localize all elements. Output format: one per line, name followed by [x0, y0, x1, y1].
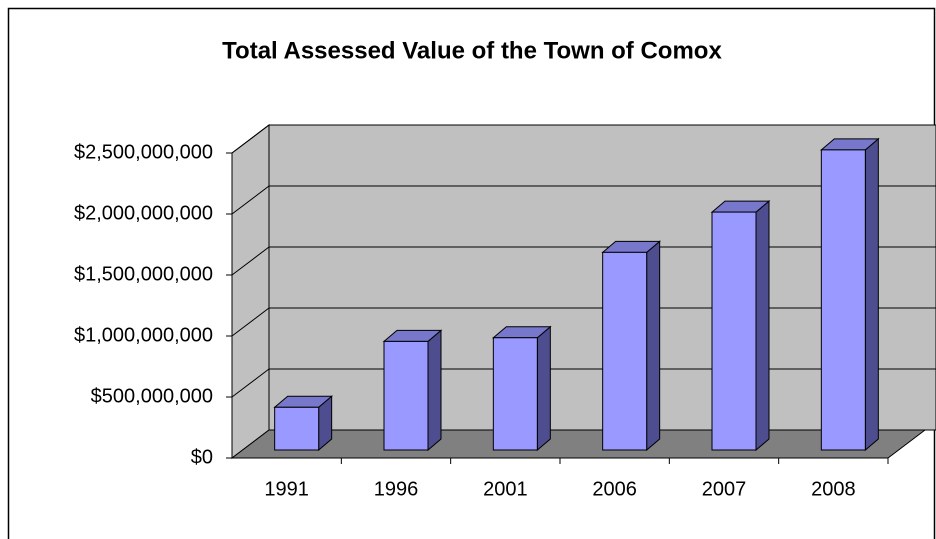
y-tick-label: $2,000,000,000	[74, 202, 213, 224]
chart-title: Total Assessed Value of the Town of Como…	[222, 37, 722, 64]
bar	[383, 340, 429, 451]
x-tick-label: 2008	[811, 478, 856, 500]
grid-line	[231, 368, 270, 398]
y-tick-label: $1,500,000,000	[74, 263, 213, 285]
bar-side	[427, 329, 442, 452]
bar	[711, 211, 757, 451]
x-tick-label: 1996	[374, 478, 419, 500]
bar-side	[646, 240, 661, 452]
x-tick-label: 1991	[264, 478, 309, 500]
bar-side	[536, 325, 551, 452]
y-tick-label: $0	[191, 446, 213, 468]
x-tick-label: 2006	[592, 478, 637, 500]
bar	[492, 337, 538, 451]
grid-line	[231, 246, 270, 276]
x-tick-label: 2001	[483, 478, 528, 500]
bar-side	[864, 137, 879, 452]
bar	[274, 406, 320, 451]
bar	[602, 251, 648, 451]
grid-line	[231, 185, 270, 215]
y-tick-label: $1,000,000,000	[74, 324, 213, 346]
bar-side	[755, 200, 770, 452]
grid-line	[231, 124, 270, 154]
side-wall	[231, 123, 270, 460]
x-tick-label: 2007	[702, 478, 747, 500]
grid-line	[231, 307, 270, 337]
y-tick-label: $2,500,000,000	[74, 141, 213, 163]
y-tick-label: $500,000,000	[91, 385, 213, 407]
bar	[820, 149, 866, 451]
